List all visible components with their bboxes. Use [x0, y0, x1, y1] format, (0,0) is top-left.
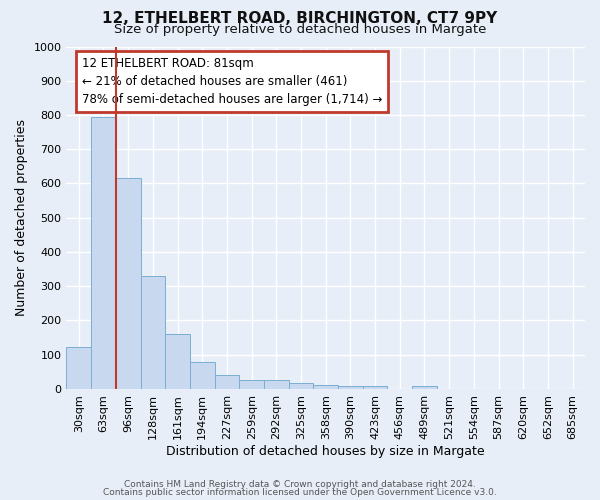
- Text: Size of property relative to detached houses in Margate: Size of property relative to detached ho…: [114, 22, 486, 36]
- Bar: [239, 380, 264, 389]
- Bar: [338, 386, 363, 389]
- Text: Contains public sector information licensed under the Open Government Licence v3: Contains public sector information licen…: [103, 488, 497, 497]
- Y-axis label: Number of detached properties: Number of detached properties: [15, 119, 28, 316]
- Text: 12, ETHELBERT ROAD, BIRCHINGTON, CT7 9PY: 12, ETHELBERT ROAD, BIRCHINGTON, CT7 9PY: [103, 11, 497, 26]
- Bar: [313, 384, 338, 389]
- Bar: [363, 386, 388, 389]
- Bar: [67, 347, 91, 389]
- Bar: [412, 386, 437, 389]
- Text: 12 ETHELBERT ROAD: 81sqm
← 21% of detached houses are smaller (461)
78% of semi-: 12 ETHELBERT ROAD: 81sqm ← 21% of detach…: [82, 57, 382, 106]
- Bar: [289, 383, 313, 389]
- Bar: [116, 178, 140, 389]
- Text: Contains HM Land Registry data © Crown copyright and database right 2024.: Contains HM Land Registry data © Crown c…: [124, 480, 476, 489]
- Bar: [264, 380, 289, 389]
- Bar: [165, 334, 190, 389]
- Bar: [91, 116, 116, 389]
- Bar: [190, 362, 215, 389]
- Bar: [140, 276, 165, 389]
- Bar: [215, 376, 239, 389]
- X-axis label: Distribution of detached houses by size in Margate: Distribution of detached houses by size …: [166, 444, 485, 458]
